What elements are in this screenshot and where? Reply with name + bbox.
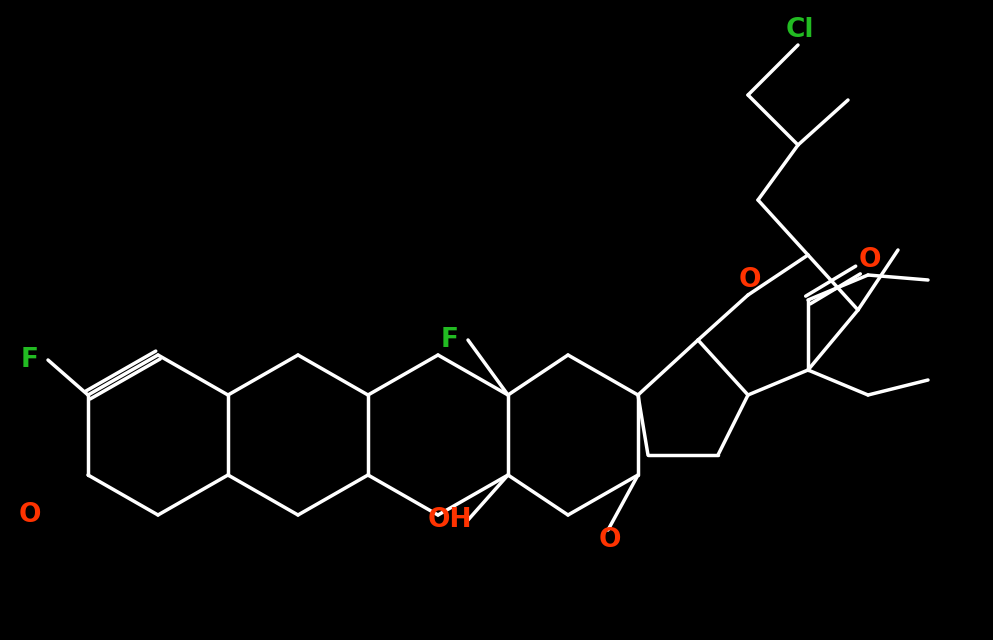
Text: O: O	[739, 267, 762, 293]
Text: O: O	[19, 502, 42, 528]
Text: O: O	[599, 527, 622, 553]
Text: OH: OH	[428, 507, 473, 533]
Text: F: F	[21, 347, 39, 373]
Text: F: F	[441, 327, 459, 353]
Text: Cl: Cl	[785, 17, 814, 43]
Text: O: O	[859, 247, 881, 273]
